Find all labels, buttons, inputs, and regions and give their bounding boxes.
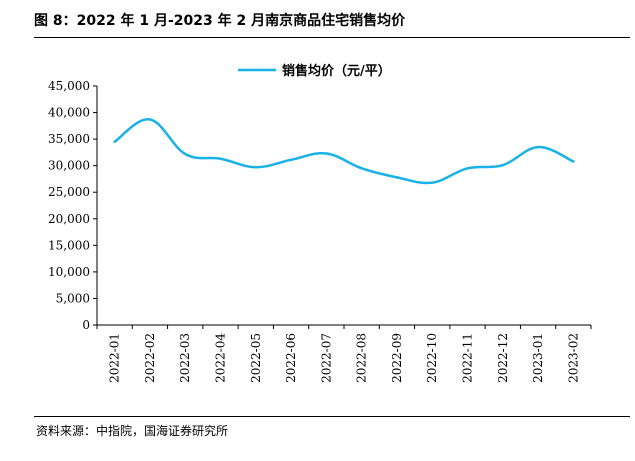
y-tick-label: 0 bbox=[82, 318, 90, 332]
data-point-2023-01 bbox=[536, 145, 540, 149]
y-tick-label: 35,000 bbox=[48, 132, 90, 146]
line-chart: 销售均价（元/平） 0 5,000 10,000 15,000 20,000 25,000… bbox=[48, 63, 592, 383]
figure-title: 图 8：2022 年 1 月-2023 年 2 月南京商品住宅销售均价 bbox=[34, 13, 406, 29]
series-group bbox=[113, 118, 575, 185]
x-tick-label: 2022-05 bbox=[249, 333, 263, 383]
data-point-2022-09 bbox=[395, 176, 399, 179]
bottom-rule bbox=[34, 416, 630, 417]
axes: 0 5,000 10,000 15,000 20,000 25,000 30,000 35,0… bbox=[48, 79, 592, 383]
data-point-2022-03 bbox=[184, 152, 187, 156]
series-line-sales-price bbox=[113, 118, 575, 185]
x-tick-label: 2022-08 bbox=[355, 333, 369, 383]
data-point-2022-12 bbox=[501, 163, 504, 167]
x-tick-label: 2022-04 bbox=[214, 333, 228, 383]
x-tick-label: 2023-01 bbox=[531, 333, 545, 383]
y-tick-label: 5,000 bbox=[56, 291, 90, 305]
x-tick-label: 2022-03 bbox=[178, 333, 192, 383]
y-tick-label: 25,000 bbox=[48, 185, 90, 199]
y-tick-label: 45,000 bbox=[48, 79, 90, 93]
data-point-2022-02 bbox=[148, 118, 152, 121]
y-tick-label: 40,000 bbox=[48, 106, 90, 120]
y-tick-label: 10,000 bbox=[48, 265, 90, 279]
x-tick-label: 2023-02 bbox=[566, 333, 580, 383]
data-point-2022-08 bbox=[360, 167, 363, 170]
source-note: 资料来源：中指院，国海证券研究所 bbox=[36, 424, 229, 438]
x-tick-label: 2022-12 bbox=[496, 333, 510, 383]
x-tick-label: 2022-09 bbox=[390, 333, 404, 383]
data-point-2022-07 bbox=[325, 152, 328, 155]
data-point-2022-10 bbox=[431, 181, 434, 184]
legend: 销售均价（元/平） bbox=[238, 63, 391, 79]
y-tick-label: 20,000 bbox=[48, 212, 90, 226]
top-rule bbox=[34, 37, 630, 38]
x-tick-label: 2022-02 bbox=[143, 333, 157, 383]
data-point-2022-05 bbox=[254, 166, 257, 169]
y-tick-label: 15,000 bbox=[48, 238, 90, 252]
legend-label: 销售均价（元/平） bbox=[282, 63, 391, 79]
data-point-2022-01 bbox=[113, 140, 116, 143]
x-tick-label: 2022-10 bbox=[425, 333, 439, 383]
x-tick-label: 2022-07 bbox=[319, 333, 333, 383]
data-point-2023-02 bbox=[572, 160, 575, 163]
x-tick-label: 2022-01 bbox=[108, 333, 122, 383]
data-point-2022-04 bbox=[219, 157, 222, 160]
x-tick-label: 2022-06 bbox=[284, 333, 298, 383]
data-point-2022-06 bbox=[289, 158, 293, 162]
y-tick-label: 30,000 bbox=[48, 159, 90, 173]
data-point-2022-11 bbox=[466, 167, 469, 170]
x-tick-label: 2022-11 bbox=[461, 333, 475, 383]
